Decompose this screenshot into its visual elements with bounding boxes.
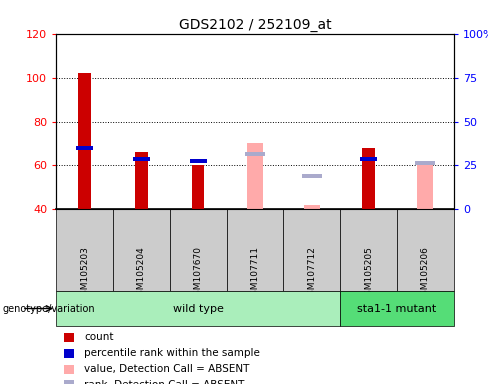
Bar	[360, 157, 377, 161]
Text: GSM105205: GSM105205	[364, 246, 373, 301]
Text: count: count	[84, 333, 114, 343]
Text: wild type: wild type	[173, 303, 224, 313]
Bar	[64, 333, 74, 342]
Bar	[76, 146, 93, 150]
Bar	[340, 291, 454, 326]
Text: genotype/variation: genotype/variation	[2, 303, 95, 313]
Bar	[170, 209, 226, 291]
Title: GDS2102 / 252109_at: GDS2102 / 252109_at	[179, 18, 331, 31]
Bar	[78, 73, 91, 209]
Bar	[397, 209, 454, 291]
Text: GSM107670: GSM107670	[194, 246, 203, 301]
Bar	[340, 209, 397, 291]
Bar	[190, 159, 207, 163]
Bar	[56, 291, 340, 326]
Text: GSM107712: GSM107712	[307, 246, 316, 301]
Bar	[302, 174, 322, 178]
Bar	[304, 205, 320, 209]
Text: value, Detection Call = ABSENT: value, Detection Call = ABSENT	[84, 364, 249, 374]
Bar	[284, 209, 340, 291]
Bar	[226, 209, 284, 291]
Bar	[64, 349, 74, 358]
Text: sta1-1 mutant: sta1-1 mutant	[357, 303, 437, 313]
Bar	[247, 143, 263, 209]
Text: GSM107711: GSM107711	[250, 246, 260, 301]
Text: GSM105206: GSM105206	[421, 246, 430, 301]
Text: percentile rank within the sample: percentile rank within the sample	[84, 348, 260, 358]
Bar	[245, 152, 265, 156]
Bar	[363, 148, 375, 209]
Bar	[56, 209, 113, 291]
Text: GSM105204: GSM105204	[137, 246, 146, 301]
Bar	[64, 381, 74, 384]
Text: GSM105203: GSM105203	[80, 246, 89, 301]
Bar	[135, 152, 147, 209]
Bar	[417, 165, 433, 209]
Bar	[415, 161, 435, 165]
Bar	[192, 165, 204, 209]
Bar	[133, 157, 150, 161]
Bar	[64, 364, 74, 374]
Bar	[113, 209, 170, 291]
Text: rank, Detection Call = ABSENT: rank, Detection Call = ABSENT	[84, 380, 244, 384]
